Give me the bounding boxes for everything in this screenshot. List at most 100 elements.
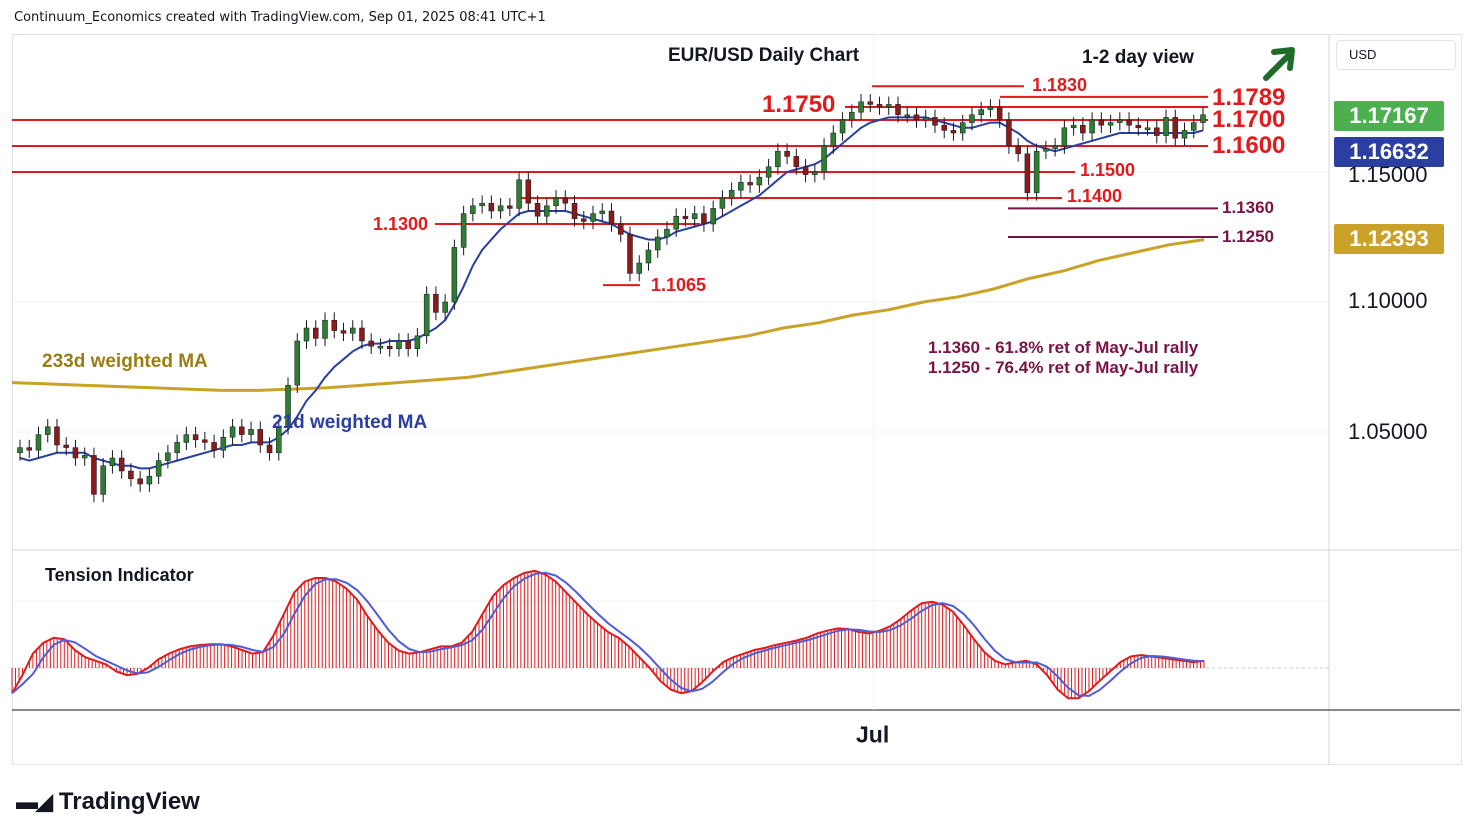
- candle-body: [516, 179, 522, 209]
- candle: [266, 437, 273, 461]
- candle: [747, 174, 753, 193]
- candle: [183, 426, 190, 451]
- candle-body: [978, 109, 984, 116]
- candle: [1024, 146, 1031, 201]
- ma21-price-tag: 1.16632: [1334, 137, 1444, 167]
- candle-body: [691, 213, 698, 220]
- candle-body: [1080, 124, 1086, 134]
- candle-body: [608, 210, 615, 225]
- candle: [433, 286, 439, 321]
- candle: [488, 195, 495, 219]
- retracement-label-1360: 1.1360: [1222, 198, 1274, 217]
- candle: [414, 328, 421, 357]
- candle-body: [738, 182, 744, 191]
- chart-title: EUR/USD Daily Chart: [668, 45, 860, 66]
- candle: [849, 104, 855, 128]
- candle-body: [248, 429, 254, 435]
- candle-body: [802, 166, 809, 175]
- candle: [423, 286, 430, 344]
- candle-body: [1052, 145, 1058, 149]
- candle-body: [932, 117, 938, 126]
- candle: [35, 426, 42, 458]
- currency-selector[interactable]: USD: [1336, 40, 1456, 70]
- candle-body: [433, 293, 439, 313]
- candle-body: [1135, 124, 1142, 129]
- brand-name: TradingView: [58, 788, 200, 815]
- candle: [1163, 109, 1169, 144]
- candle-body: [1172, 117, 1179, 139]
- candle: [525, 172, 532, 211]
- candle-body: [581, 218, 587, 222]
- candle: [886, 96, 892, 115]
- candle: [1043, 140, 1049, 159]
- candle-body: [479, 202, 485, 207]
- candle-body: [812, 171, 818, 175]
- candle-body: [793, 156, 800, 168]
- ma233-line: [11, 238, 1205, 392]
- candle: [146, 468, 153, 492]
- candle: [1200, 107, 1206, 131]
- candle-body: [17, 447, 23, 454]
- candle: [229, 419, 236, 445]
- candle: [118, 450, 125, 479]
- candle: [793, 148, 800, 175]
- candle-body: [747, 182, 753, 186]
- ma21-label: 21d weighted MA: [272, 412, 428, 433]
- candle: [1126, 112, 1132, 133]
- candle-body: [35, 434, 42, 451]
- candle: [109, 450, 116, 474]
- candle-body: [1024, 153, 1031, 194]
- candle: [211, 434, 217, 458]
- candle-body: [128, 470, 134, 480]
- candle: [534, 195, 541, 224]
- candle-body: [100, 465, 106, 495]
- candle-body: [645, 249, 652, 264]
- candle-body: [553, 197, 559, 207]
- candle: [1089, 112, 1095, 141]
- candle: [174, 434, 180, 461]
- candle: [544, 198, 550, 224]
- candle: [44, 419, 51, 443]
- candle: [1135, 117, 1142, 136]
- candle-body: [331, 319, 337, 331]
- candle: [913, 107, 920, 128]
- candle-body: [377, 345, 384, 349]
- candle-body: [959, 122, 966, 134]
- candle: [922, 109, 929, 128]
- candle: [775, 143, 781, 175]
- candle-body: [442, 301, 448, 313]
- candle: [932, 109, 938, 133]
- candle-body: [895, 104, 901, 116]
- candle-body: [63, 444, 69, 448]
- candle: [405, 333, 411, 357]
- level-label-1400: 1.1400: [1067, 186, 1123, 206]
- candle-body: [987, 106, 994, 110]
- candle-body: [146, 475, 153, 485]
- chart-frame: [12, 34, 1462, 765]
- candle: [1006, 112, 1012, 154]
- candle: [396, 333, 402, 357]
- candle-body: [1070, 124, 1077, 129]
- candle-body: [673, 215, 679, 230]
- candle: [608, 203, 615, 232]
- candle: [590, 205, 596, 230]
- candle-body: [507, 205, 513, 209]
- candle-body: [340, 330, 347, 334]
- candle: [1117, 112, 1123, 131]
- candle-body: [155, 460, 162, 477]
- candle: [839, 112, 846, 141]
- candle: [812, 164, 818, 183]
- candle-body: [165, 452, 171, 461]
- level-label-1065: 1.1065: [651, 275, 707, 295]
- candle: [63, 437, 69, 456]
- candle: [978, 101, 984, 123]
- candle-body: [562, 197, 569, 204]
- tradingview-logo[interactable]: ▬◢ TradingView: [16, 788, 200, 816]
- level-label-1700: 1.1700: [1212, 106, 1286, 133]
- candle-body: [830, 132, 837, 147]
- candle: [54, 419, 60, 453]
- candle: [701, 205, 707, 232]
- candle: [571, 195, 578, 227]
- candle: [1080, 117, 1086, 141]
